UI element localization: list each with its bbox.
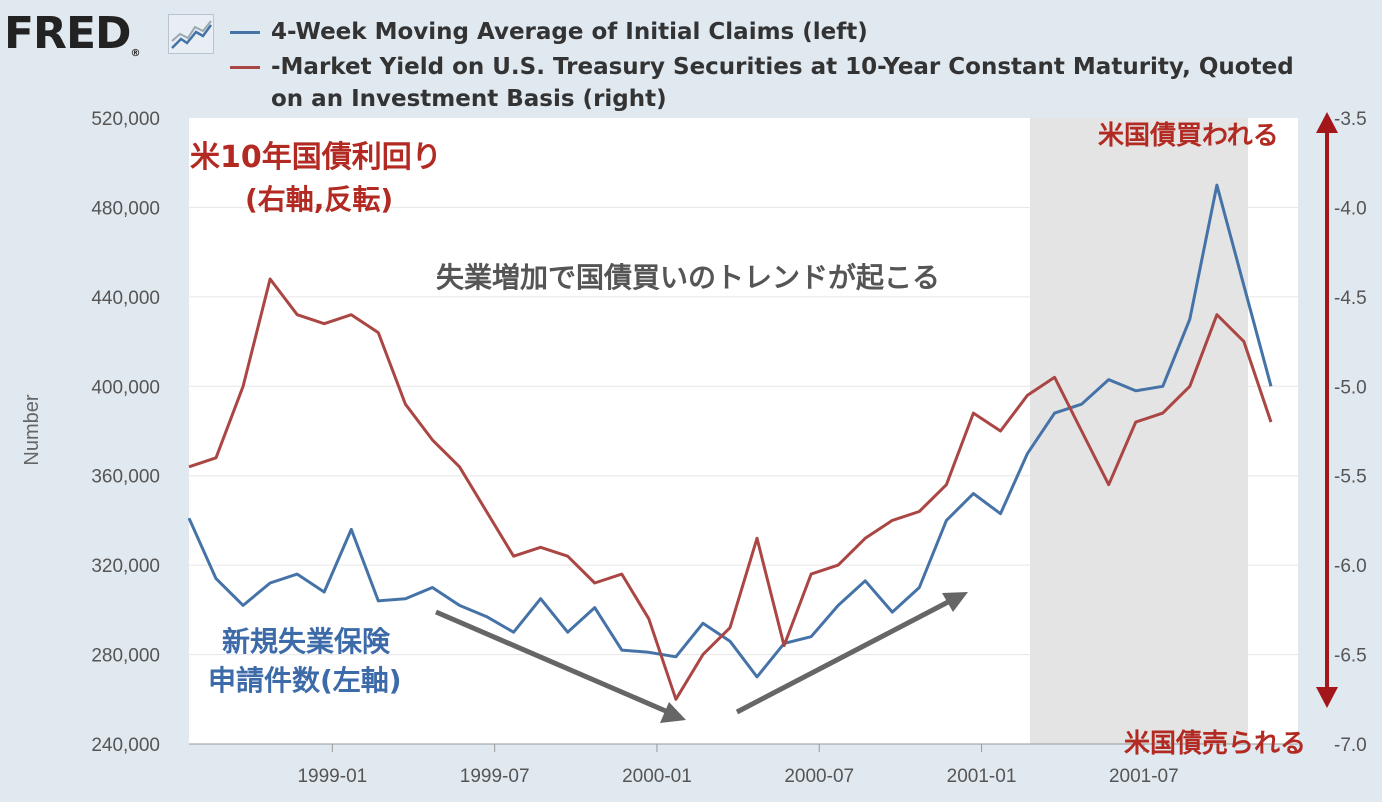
x-tick-label: 2000-07 <box>784 766 854 787</box>
x-tick-label: 1999-01 <box>297 766 367 787</box>
series-line-claims <box>187 183 1273 679</box>
annotation-trend: 失業増加で国債買いのトレンドが起こる <box>436 261 940 294</box>
legend-swatch-claims <box>230 31 260 34</box>
annotation-claims-title: 新規失業保険 <box>222 625 391 658</box>
right-tick-label: -6.0 <box>1334 556 1367 577</box>
legend-label-claims: 4-Week Moving Average of Initial Claims … <box>271 19 868 45</box>
left-tick-label: 400,000 <box>91 377 160 398</box>
legend-label-yield-line2: on an Investment Basis (right) <box>271 86 667 112</box>
x-axis: 1999-01 1999-07 2000-01 2000-07 2001-01 2001-… <box>189 743 1298 787</box>
chart-line-icon <box>168 14 214 54</box>
logo-text: FRED <box>4 8 132 59</box>
series-line-yield <box>188 277 1273 701</box>
registered-mark: ® <box>130 48 141 59</box>
recession-shading <box>1030 118 1248 744</box>
arrowhead-up-trend <box>942 592 968 612</box>
right-tick-label: -7.0 <box>1334 735 1367 756</box>
annotation-yield-subtitle: (右軸,反転) <box>245 183 393 216</box>
right-tick-label: -6.5 <box>1334 646 1367 667</box>
right-tick-label: -3.5 <box>1334 109 1367 130</box>
right-tick-label: -5.5 <box>1334 467 1367 488</box>
left-tick-label: 360,000 <box>91 467 160 488</box>
arrowhead-down-trend <box>660 702 686 723</box>
left-tick-label: 240,000 <box>91 735 160 756</box>
annotation-claims-subtitle: 申請件数(左軸) <box>208 664 402 697</box>
x-tick-label: 1999-07 <box>460 766 530 787</box>
arrowhead-up <box>1316 112 1338 133</box>
left-axis: 520,000 480,000 440,000 400,000 360,000 320,0… <box>91 109 160 756</box>
arrow-up-trend <box>735 598 952 715</box>
left-tick-label: 480,000 <box>91 198 160 219</box>
series-layer <box>187 183 1273 701</box>
annotation-yield-title: 米10年国債利回り <box>190 140 442 175</box>
left-tick-label: 320,000 <box>91 556 160 577</box>
right-axis: -3.5 -4.0 -4.5 -5.0 -5.5 -6.0 -6.5 -7.0 <box>1334 109 1367 756</box>
annotation-bought: 米国債買われる <box>1098 121 1279 151</box>
left-tick-label: 520,000 <box>91 109 160 130</box>
x-tick-label: 2000-01 <box>622 766 692 787</box>
fred-logo[interactable]: FRED® <box>4 8 141 59</box>
right-tick-label: -5.0 <box>1334 377 1367 398</box>
y-axis-label: Number <box>21 394 43 465</box>
trend-arrows <box>435 112 1338 723</box>
left-tick-label: 440,000 <box>91 288 160 309</box>
annotation-sold: 米国債売られる <box>1124 729 1306 759</box>
legend-swatch-yield <box>230 66 260 69</box>
x-tick-label: 2001-07 <box>1109 766 1179 787</box>
left-tick-label: 280,000 <box>91 646 160 667</box>
arrow-down-trend <box>435 609 669 715</box>
right-tick-label: -4.5 <box>1334 288 1367 309</box>
arrowhead-down <box>1316 687 1338 708</box>
right-tick-label: -4.0 <box>1334 198 1367 219</box>
x-tick-label: 2001-01 <box>947 766 1017 787</box>
legend-label-yield: -Market Yield on U.S. Treasury Securitie… <box>271 54 1294 80</box>
